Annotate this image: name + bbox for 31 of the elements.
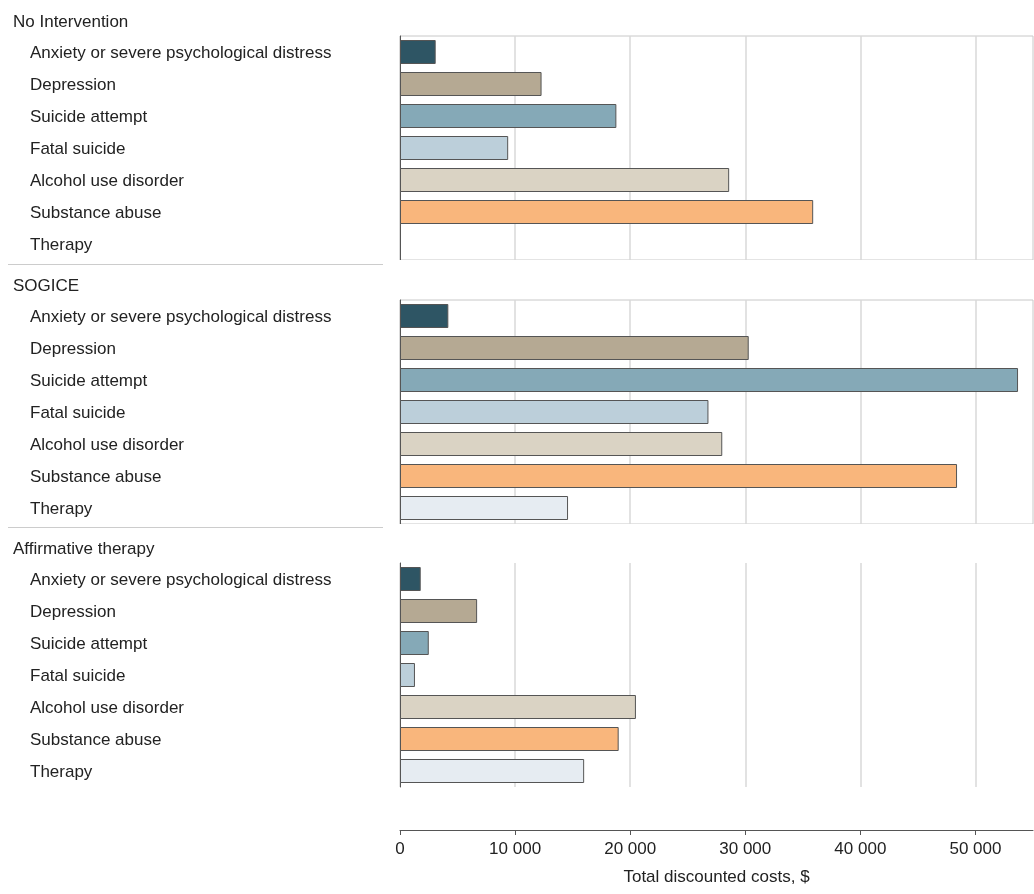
y-tick-label: Anxiety or severe psychological distress <box>30 42 332 62</box>
y-tick-label: Depression <box>30 74 116 94</box>
x-tick-label: 0 <box>395 839 405 858</box>
x-tick-label: 10 000 <box>489 839 542 858</box>
y-tick-label: Suicide attempt <box>30 633 148 653</box>
y-tick-label: Fatal suicide <box>30 665 126 685</box>
y-tick-label: Depression <box>30 601 116 621</box>
x-tick-label: 40 000 <box>834 839 887 858</box>
x-tick-label: 20 000 <box>604 839 657 858</box>
x-tick-label: 30 000 <box>719 839 772 858</box>
text: SOGICE <box>13 276 80 295</box>
y-tick-label: Depression <box>30 338 116 358</box>
y-tick-label: Anxiety or severe psychological distress <box>30 306 332 326</box>
y-tick-label: Therapy <box>30 498 93 518</box>
y-tick-label: Alcohol use disorder <box>30 434 185 454</box>
x-axis-title: Total discounted costs, $ <box>623 867 811 886</box>
y-tick-label: Alcohol use disorder <box>30 170 185 190</box>
y-tick-label: Substance abuse <box>30 729 162 749</box>
y-tick-label: Fatal suicide <box>30 402 126 422</box>
y-tick-label: Suicide attempt <box>30 370 148 390</box>
text: Affirmative therapy <box>13 539 155 558</box>
y-tick-label: Therapy <box>30 234 93 254</box>
text: No Intervention <box>13 12 129 31</box>
y-tick-label: Suicide attempt <box>30 106 148 126</box>
y-tick-label: Fatal suicide <box>30 138 126 158</box>
y-tick-label: Anxiety or severe psychological distress <box>30 569 332 589</box>
y-tick-label: Alcohol use disorder <box>30 697 185 717</box>
y-tick-label: Therapy <box>30 761 93 781</box>
y-tick-label: Substance abuse <box>30 466 162 486</box>
y-tick-label: Substance abuse <box>30 202 162 222</box>
x-tick-label: 50 000 <box>949 839 1002 858</box>
